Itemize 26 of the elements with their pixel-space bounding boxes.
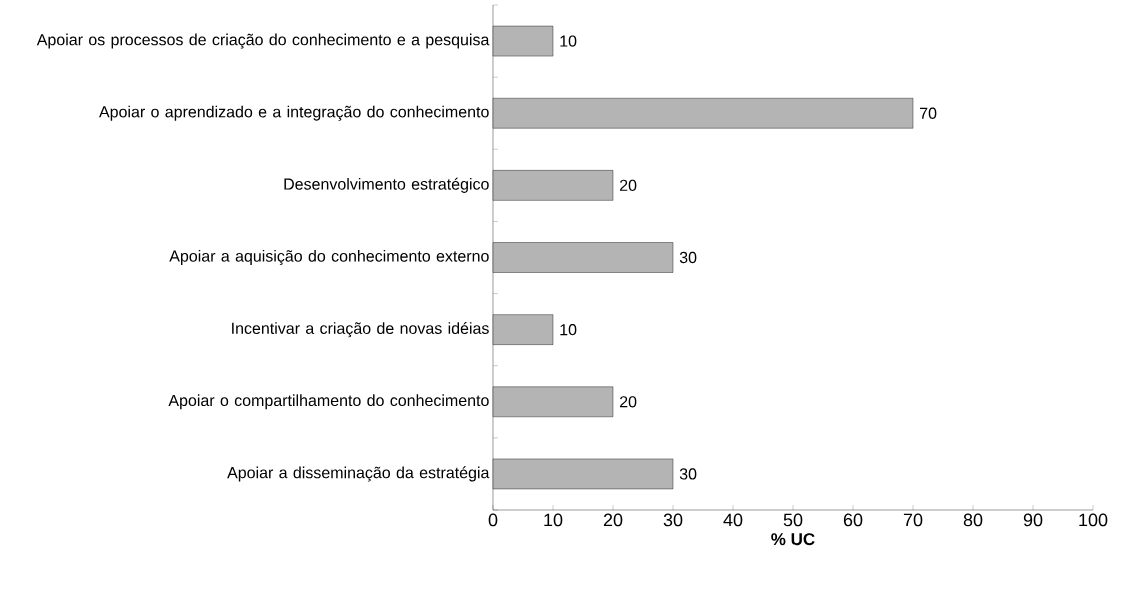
y-tick-label: Apoiar a aquisição do conhecimento externo [169,250,489,265]
data-label: 70 [920,107,937,119]
x-tick-label: 90 [1023,513,1043,527]
x-tick-label: 30 [663,513,683,527]
x-tick-label: 80 [963,513,983,527]
data-label: 20 [620,396,637,408]
x-tick-label: 100 [1079,513,1108,527]
y-tick-label: Apoiar o compartilhamento do conhecimento [168,394,489,410]
data-label: 10 [560,35,577,47]
y-tick-label: Desenvolvimento estratégico [284,177,489,193]
x-axis-title: % UC [771,533,815,546]
x-tick-label: 70 [903,513,923,527]
data-label: 10 [560,323,577,336]
data-label: 20 [620,179,637,192]
y-tick-label: Apoiar o aprendizado e a integração do conhecimento [99,105,489,121]
x-tick-label: 20 [603,513,623,527]
x-tick-label: 50 [783,513,803,527]
x-tick-label: 40 [723,513,743,527]
data-label: 30 [679,251,697,264]
y-tick-label: Apoiar a disseminação da estratégia [227,466,490,482]
y-tick-label: Apoiar os processos de criação do conhecimento e a pesquisa [36,33,490,49]
x-tick-label: 0 [488,513,498,527]
x-tick-label: 10 [544,513,563,527]
data-label: 30 [679,468,697,480]
x-tick-label: 60 [843,513,863,527]
y-tick-label: Incentivar a criação de novas idéias [232,322,489,338]
